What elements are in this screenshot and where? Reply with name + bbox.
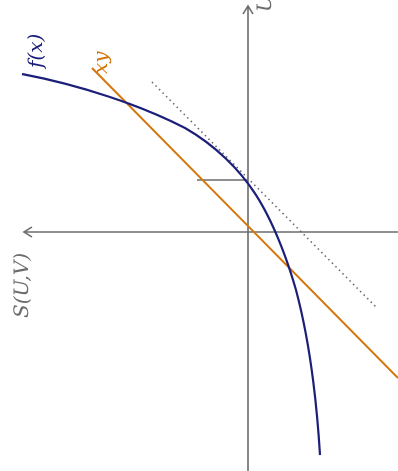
f-curve xyxy=(21,72,322,456)
xy-line xyxy=(91,67,398,379)
horizontal-axis-arrow-icon xyxy=(22,226,33,238)
vertical-axis-arrow-icon xyxy=(242,4,254,15)
axis-left-label: S(U,V) xyxy=(9,253,33,318)
axis-top-label: U xyxy=(252,0,276,12)
xy-line-label: xy xyxy=(88,51,112,74)
f-curve-label: f(x) xyxy=(23,34,47,70)
tangent-line xyxy=(151,81,377,308)
